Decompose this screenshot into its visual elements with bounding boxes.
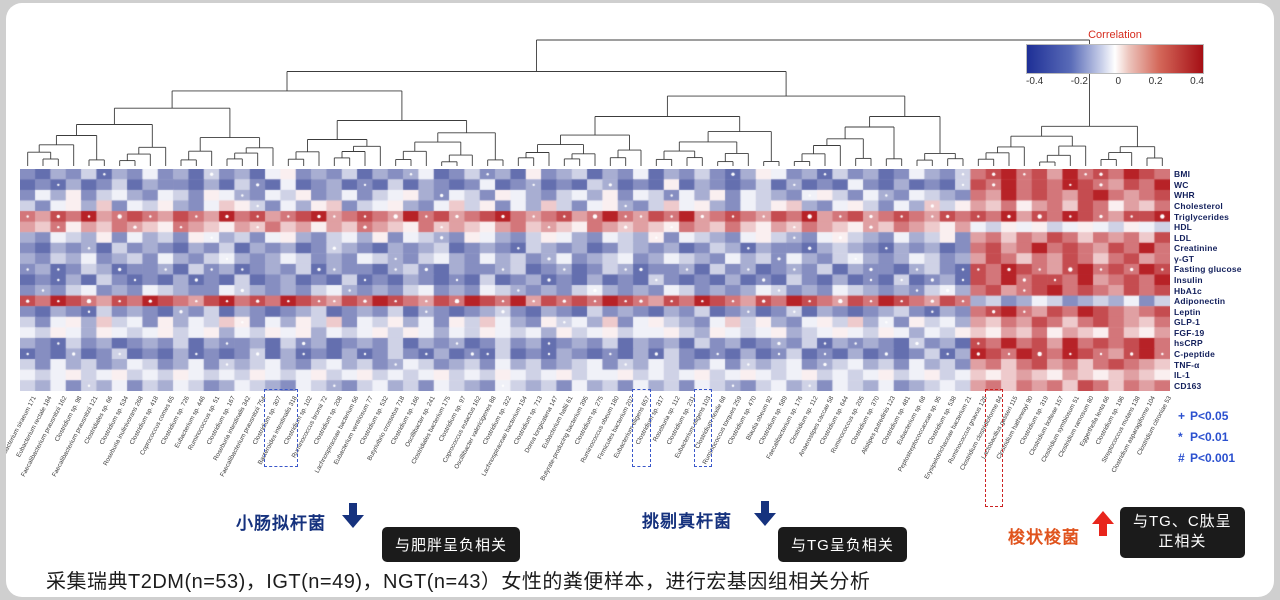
colorbar-tick: -0.2 xyxy=(1070,76,1088,87)
row-label: hsCRP xyxy=(1174,338,1203,349)
badge-negative-tg: 与TG呈负相关 xyxy=(778,527,907,562)
color-legend: Correlation -0.4 -0.2 0 0.2 0.4 xyxy=(1026,29,1204,87)
annotation-bacteroides-intestinalis: 小肠拟杆菌 xyxy=(236,514,326,533)
badge-positive-tg-cpeptide: 与TG、C肽呈 正相关 xyxy=(1120,507,1245,558)
row-label: CD163 xyxy=(1174,380,1202,391)
highlighted-column-box xyxy=(985,389,1004,507)
color-legend-ticks: -0.4 -0.2 0 0.2 0.4 xyxy=(1026,76,1204,87)
row-label: IL-1 xyxy=(1174,370,1190,381)
significance-label: P<0.05 xyxy=(1190,409,1229,423)
significance-legend-item: # P<0.001 xyxy=(1178,451,1235,465)
column-labels: Eubacterium siraeum 171 Eubacterium recta… xyxy=(6,389,1173,525)
color-gradient-bar xyxy=(1026,44,1204,74)
row-labels: BMI WC WHR Cholesterol Triglycerides HDL LDL Cr… xyxy=(1174,169,1274,391)
colorbar-tick: 0.2 xyxy=(1148,76,1163,87)
row-label: HbA1c xyxy=(1174,285,1202,296)
badge-line-1: 与TG、C肽呈 xyxy=(1133,513,1232,530)
significance-legend: + P<0.05 * P<0.01 # P<0.001 xyxy=(1178,409,1235,472)
row-label: WHR xyxy=(1174,190,1195,201)
row-label: LDL xyxy=(1174,232,1192,243)
row-label: Triglycerides xyxy=(1174,211,1230,222)
down-arrow-icon xyxy=(754,501,776,526)
significance-legend-item: + P<0.05 xyxy=(1178,409,1235,423)
significance-symbol: # xyxy=(1178,451,1185,465)
row-label: HDL xyxy=(1174,222,1193,233)
highlighted-column-box xyxy=(264,389,298,467)
significance-label: P<0.001 xyxy=(1190,451,1236,465)
row-label: TNF-α xyxy=(1174,359,1200,370)
significance-symbol: * xyxy=(1178,430,1183,444)
annotation-eubacterium-eligens: 挑剔真杆菌 xyxy=(642,512,732,531)
colorbar-tick: 0.4 xyxy=(1190,76,1204,87)
badge-line-2: 正相关 xyxy=(1158,533,1207,551)
significance-legend-item: * P<0.01 xyxy=(1178,430,1235,444)
row-label: GLP-1 xyxy=(1174,317,1201,328)
row-label: FGF-19 xyxy=(1174,327,1205,338)
row-label: BMI xyxy=(1174,169,1191,180)
row-label: γ-GT xyxy=(1174,253,1195,264)
color-legend-title: Correlation xyxy=(1088,29,1142,41)
row-label: Insulin xyxy=(1174,274,1203,285)
highlighted-column-box xyxy=(693,389,712,467)
highlighted-column-box xyxy=(632,389,651,467)
annotation-clostridium-clostridioforme: 梭状梭菌 xyxy=(1008,528,1080,547)
badge-negative-obesity: 与肥胖呈负相关 xyxy=(382,527,521,562)
down-arrow-icon xyxy=(342,503,364,528)
significance-symbol: + xyxy=(1178,409,1186,423)
significance-label: P<0.01 xyxy=(1190,430,1229,444)
colorbar-tick: -0.4 xyxy=(1026,76,1044,87)
row-label: Adiponectin xyxy=(1174,296,1226,307)
colorbar-tick: 0 xyxy=(1115,76,1122,87)
column-dendrogram xyxy=(27,39,1163,166)
row-label: Fasting glucose xyxy=(1174,264,1242,275)
row-label: Creatinine xyxy=(1174,243,1218,254)
correlation-heatmap-canvas xyxy=(20,169,1170,391)
up-arrow-icon xyxy=(1092,511,1114,536)
row-label: Leptin xyxy=(1174,306,1201,317)
row-label: C-peptide xyxy=(1174,348,1215,359)
figure-caption: 采集瑞典T2DM(n=53)，IGT(n=49)，NGT(n=43）女性的粪便样… xyxy=(46,571,871,593)
row-label: WC xyxy=(1174,179,1189,190)
figure-stage: BMI WC WHR Cholesterol Triglycerides HDL LDL Cr… xyxy=(6,3,1274,597)
row-label: Cholesterol xyxy=(1174,200,1223,211)
